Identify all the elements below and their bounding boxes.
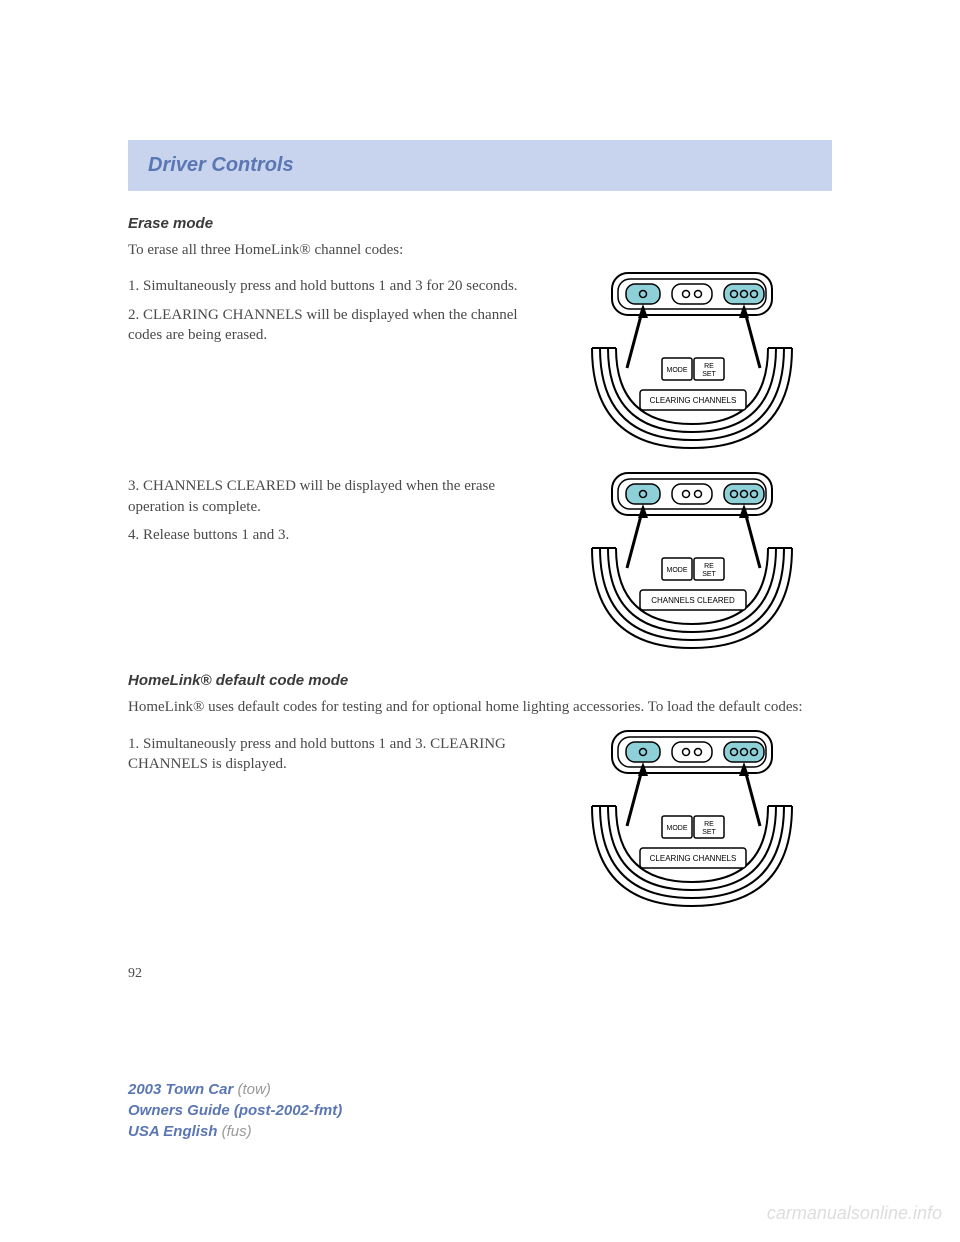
footer-lang-suffix: (fus) — [222, 1123, 252, 1140]
section1-step2: 2. CLEARING CHANNELS will be displayed w… — [128, 305, 532, 346]
footer-model: 2003 Town Car — [128, 1081, 233, 1098]
svg-text:RE: RE — [704, 821, 714, 828]
svg-text:MODE: MODE — [667, 825, 688, 832]
footer-model-suffix: (tow) — [238, 1081, 271, 1098]
svg-text:SET: SET — [702, 571, 716, 578]
footer-lang: USA English — [128, 1123, 217, 1140]
svg-text:MODE: MODE — [667, 567, 688, 574]
section1-step1: 1. Simultaneously press and hold buttons… — [128, 276, 532, 296]
svg-text:SET: SET — [702, 371, 716, 378]
footer: 2003 Town Car (tow) Owners Guide (post-2… — [128, 1079, 342, 1142]
diagram-clearing-2: MODE RE SET CLEARING CHANNELS — [552, 726, 832, 916]
display-text-1: CLEARING CHANNELS — [650, 396, 737, 405]
section2-step1: 1. Simultaneously press and hold buttons… — [128, 734, 532, 775]
header-bar: Driver Controls — [128, 140, 832, 191]
svg-text:RE: RE — [704, 563, 714, 570]
display-text-3: CLEARING CHANNELS — [650, 854, 737, 863]
section1-step4: 4. Release buttons 1 and 3. — [128, 525, 532, 545]
watermark: carmanualsonline.info — [767, 1203, 942, 1224]
mode-label: MODE — [667, 367, 688, 374]
section1-title: Erase mode — [128, 215, 832, 232]
header-title: Driver Controls — [148, 154, 294, 176]
section2-title: HomeLink® default code mode — [128, 672, 832, 689]
section2-intro: HomeLink® uses default codes for testing… — [128, 697, 832, 717]
svg-text:RE: RE — [704, 363, 714, 370]
section1-intro: To erase all three HomeLink® channel cod… — [128, 240, 832, 260]
svg-text:SET: SET — [702, 829, 716, 836]
footer-guide: Owners Guide (post-2002-fmt) — [128, 1100, 342, 1121]
display-text-2: CHANNELS CLEARED — [651, 596, 735, 605]
page-number: 92 — [128, 966, 832, 982]
section1-step3: 3. CHANNELS CLEARED will be displayed wh… — [128, 476, 532, 517]
diagram-clearing-1: MODE RE SET CLEARING CHANNELS — [552, 268, 832, 458]
diagram-cleared: MODE RE SET CHANNELS CLEARED — [552, 468, 832, 658]
